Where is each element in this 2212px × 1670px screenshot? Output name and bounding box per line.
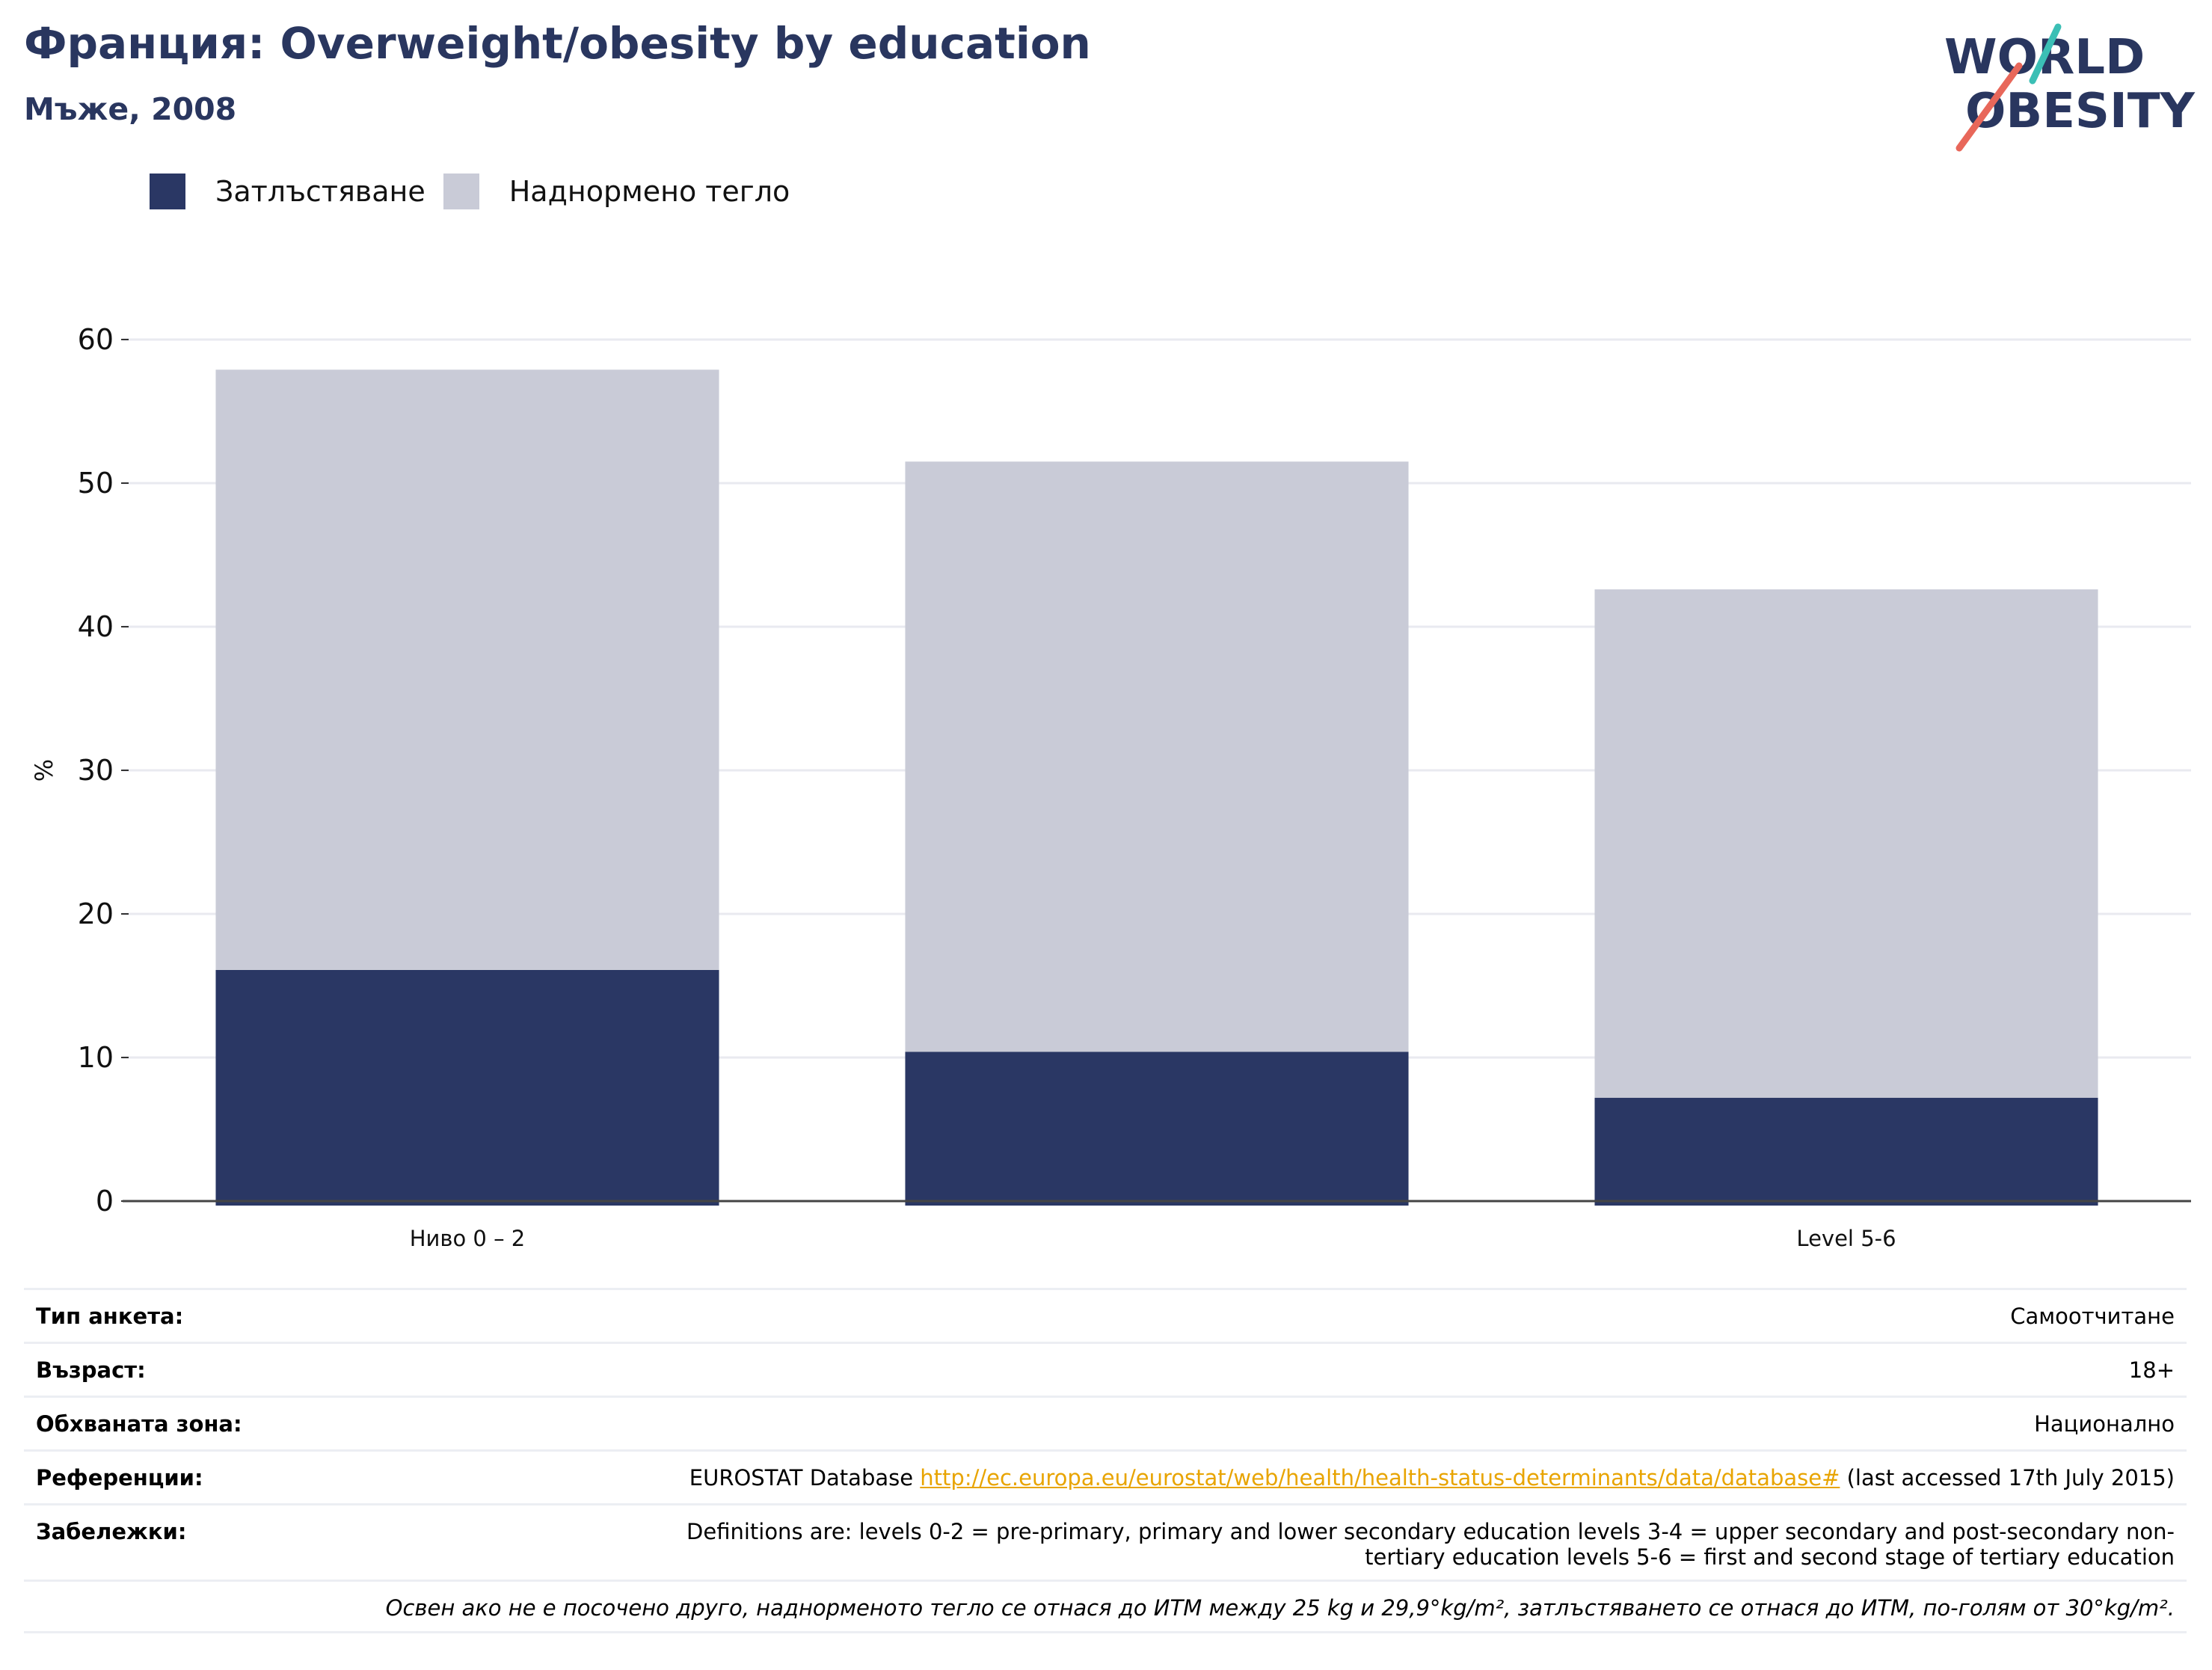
chart-subtitle: Мъже, 2008 bbox=[24, 91, 237, 127]
bar-overweight-1 bbox=[905, 461, 1409, 1052]
references-value: EUROSTAT Database http://ec.europa.eu/eu… bbox=[689, 1465, 2175, 1491]
info-row-references: Референции: EUROSTAT Database http://ec.… bbox=[24, 1449, 2187, 1503]
x-tick-label-0: Ниво 0 – 2 bbox=[410, 1226, 526, 1251]
y-tick-label-20: 20 bbox=[78, 897, 114, 930]
legend-label-overweight: Наднормено тегло bbox=[509, 175, 790, 208]
survey-type-value: Самоотчитане bbox=[2010, 1304, 2175, 1329]
survey-type-label: Тип анкета: bbox=[36, 1304, 184, 1329]
legend-swatch-obesity bbox=[150, 174, 185, 209]
notes-label: Забележки: bbox=[36, 1519, 187, 1544]
y-tick-label-30: 30 bbox=[78, 754, 114, 787]
info-row-survey-type: Тип анкета: Самоотчитане bbox=[24, 1288, 2187, 1342]
area-label: Обхваната зона: bbox=[36, 1411, 242, 1437]
bar-obesity-1 bbox=[905, 1052, 1409, 1206]
y-tick-label-50: 50 bbox=[78, 467, 114, 500]
references-suffix: (last accessed 17th July 2015) bbox=[1846, 1465, 2175, 1491]
y-axis-label: % bbox=[30, 759, 58, 782]
area-value: Национално bbox=[2034, 1411, 2175, 1437]
x-tick-label-2: Level 5-6 bbox=[1796, 1226, 1896, 1251]
legend-item-obesity[interactable]: Затлъстяване bbox=[150, 174, 425, 209]
references-label: Референции: bbox=[36, 1465, 203, 1491]
y-tick-label-10: 10 bbox=[78, 1041, 114, 1074]
info-row-area: Обхваната зона: Национално bbox=[24, 1396, 2187, 1449]
age-label: Възраст: bbox=[36, 1357, 146, 1383]
info-row-age: Възраст: 18+ bbox=[24, 1342, 2187, 1396]
logo-slash-teal bbox=[2029, 23, 2062, 85]
references-prefix: EUROSTAT Database bbox=[689, 1465, 914, 1491]
bar-overweight-0 bbox=[215, 369, 719, 970]
info-row-footnote: Освен ако не е посочено друго, наднормен… bbox=[24, 1580, 2187, 1633]
bar-obesity-0 bbox=[215, 969, 719, 1206]
y-tick-label-40: 40 bbox=[78, 610, 114, 643]
legend-label-obesity: Затлъстяване bbox=[215, 175, 425, 208]
bmi-footnote: Освен ако не е посочено друго, наднормен… bbox=[385, 1595, 2175, 1621]
legend-swatch-overweight bbox=[443, 174, 479, 209]
chart-title: Франция: Overweight/obesity by education bbox=[24, 18, 1091, 69]
age-value: 18+ bbox=[2128, 1357, 2175, 1383]
world-obesity-logo: WORLD OBESITY bbox=[1944, 23, 2195, 152]
survey-info-table: Тип анкета: Самоотчитане Възраст: 18+ Об… bbox=[24, 1288, 2187, 1633]
notes-value: Definitions are: levels 0-2 = pre-primar… bbox=[686, 1519, 2175, 1570]
bar-obesity-2 bbox=[1594, 1097, 2098, 1206]
y-tick-label-0: 0 bbox=[96, 1185, 114, 1218]
bar-overweight-2 bbox=[1594, 589, 2098, 1098]
chart-legend: Затлъстяване Наднормено тегло bbox=[150, 174, 808, 209]
logo-line2: OBESITY bbox=[1965, 84, 2195, 139]
y-tick-label-60: 60 bbox=[78, 323, 114, 356]
info-row-notes: Забележки: Definitions are: levels 0-2 =… bbox=[24, 1503, 2187, 1580]
references-link[interactable]: http://ec.europa.eu/eurostat/web/health/… bbox=[920, 1465, 1840, 1491]
logo-slash-red bbox=[1956, 62, 2023, 152]
legend-item-overweight[interactable]: Наднормено тегло bbox=[443, 174, 790, 209]
bar-chart: 0 10 20 30 40 50 60% Ниво 0 – 2 Level 5-6 bbox=[30, 323, 2191, 1251]
